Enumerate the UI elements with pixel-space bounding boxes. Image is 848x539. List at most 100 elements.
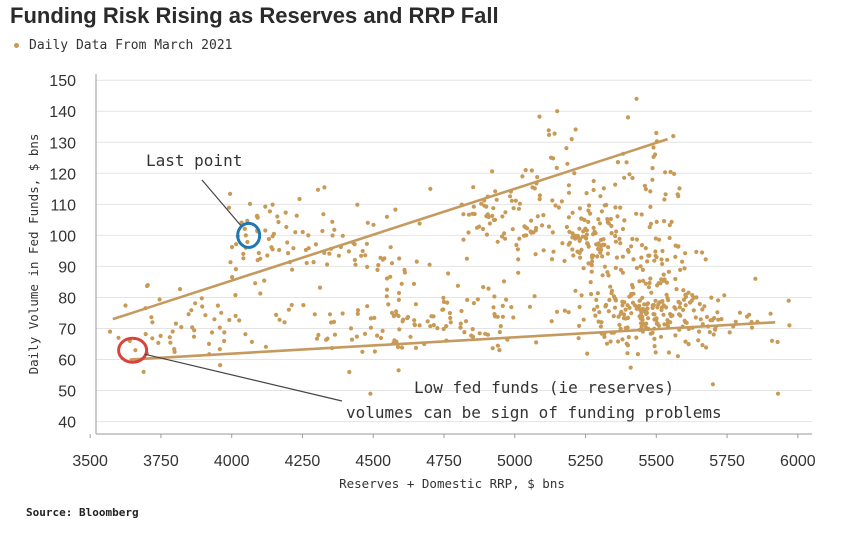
data-point <box>291 246 296 251</box>
data-point <box>663 170 668 175</box>
data-point <box>567 240 573 245</box>
data-point <box>477 331 482 336</box>
trendlines <box>112 137 776 361</box>
y-tick-label: 150 <box>49 73 76 90</box>
data-point <box>647 280 652 286</box>
data-point <box>317 285 323 290</box>
data-point <box>375 333 380 338</box>
x-tick-label: 6000 <box>780 453 816 470</box>
data-point <box>470 334 476 339</box>
data-point <box>320 228 325 234</box>
data-point <box>274 312 279 317</box>
gridlines <box>96 79 812 423</box>
data-point <box>648 331 653 336</box>
data-point <box>562 258 567 264</box>
data-point <box>672 171 677 176</box>
data-point <box>589 269 594 274</box>
data-point <box>243 332 248 337</box>
data-point <box>355 308 361 313</box>
data-point <box>654 321 659 326</box>
data-point <box>677 305 682 310</box>
data-point <box>234 242 239 247</box>
data-point <box>269 245 274 250</box>
data-point <box>599 209 605 214</box>
data-point <box>362 331 368 336</box>
data-point <box>674 287 679 292</box>
data-point <box>177 287 183 292</box>
data-point <box>648 276 653 281</box>
data-point <box>459 308 464 314</box>
data-point <box>625 343 631 348</box>
data-point <box>265 253 270 258</box>
data-point <box>546 224 552 229</box>
data-point <box>704 314 710 320</box>
data-point <box>620 303 625 308</box>
data-point <box>150 336 155 341</box>
data-point <box>401 317 406 322</box>
data-point <box>480 226 486 232</box>
data-point <box>303 247 308 253</box>
data-point <box>277 247 282 253</box>
data-point <box>614 229 619 234</box>
data-point <box>396 368 401 373</box>
data-point <box>499 234 505 239</box>
data-point <box>613 205 618 210</box>
data-point <box>577 206 583 211</box>
data-point <box>483 331 488 336</box>
data-point <box>639 255 644 260</box>
data-point <box>590 259 595 264</box>
data-point <box>636 306 641 311</box>
data-point <box>659 257 664 262</box>
data-point <box>600 254 605 259</box>
source-note: Source: Bloomberg <box>26 506 139 519</box>
data-point <box>591 187 596 193</box>
data-point <box>608 339 613 344</box>
data-point <box>554 165 559 170</box>
data-point <box>200 304 205 309</box>
data-point <box>228 260 233 265</box>
data-point <box>447 311 452 316</box>
data-point <box>667 235 672 241</box>
data-point <box>554 309 560 314</box>
data-point <box>645 301 651 306</box>
y-tick-label: 90 <box>58 259 76 276</box>
data-point <box>255 258 260 263</box>
data-point <box>503 236 508 241</box>
data-point <box>652 336 657 341</box>
data-point <box>716 298 721 303</box>
data-point <box>678 267 683 272</box>
data-point <box>245 218 250 223</box>
trendline <box>129 320 776 361</box>
trendline <box>112 137 669 321</box>
data-point <box>413 345 419 350</box>
data-point <box>566 183 572 188</box>
data-point <box>123 303 128 308</box>
data-point <box>654 219 659 224</box>
data-point <box>276 219 281 225</box>
data-point <box>627 294 632 299</box>
data-point <box>360 248 365 254</box>
data-point <box>458 321 463 326</box>
data-point <box>591 225 596 230</box>
data-point <box>646 285 652 290</box>
data-point <box>241 251 246 256</box>
data-point <box>647 253 652 258</box>
data-point <box>311 260 316 265</box>
data-point <box>664 292 669 297</box>
data-point <box>562 308 567 313</box>
data-point <box>464 256 469 261</box>
data-point <box>514 242 519 248</box>
data-point <box>445 300 450 305</box>
data-point <box>270 234 275 239</box>
y-tick-label: 60 <box>58 353 76 370</box>
data-point <box>237 318 242 323</box>
data-point <box>625 315 630 320</box>
data-point <box>609 231 614 236</box>
data-point <box>638 316 644 321</box>
data-point <box>566 215 572 220</box>
data-point <box>286 251 291 256</box>
data-point <box>615 214 620 219</box>
data-point <box>203 313 208 318</box>
data-point <box>639 243 645 248</box>
data-point <box>315 187 321 192</box>
